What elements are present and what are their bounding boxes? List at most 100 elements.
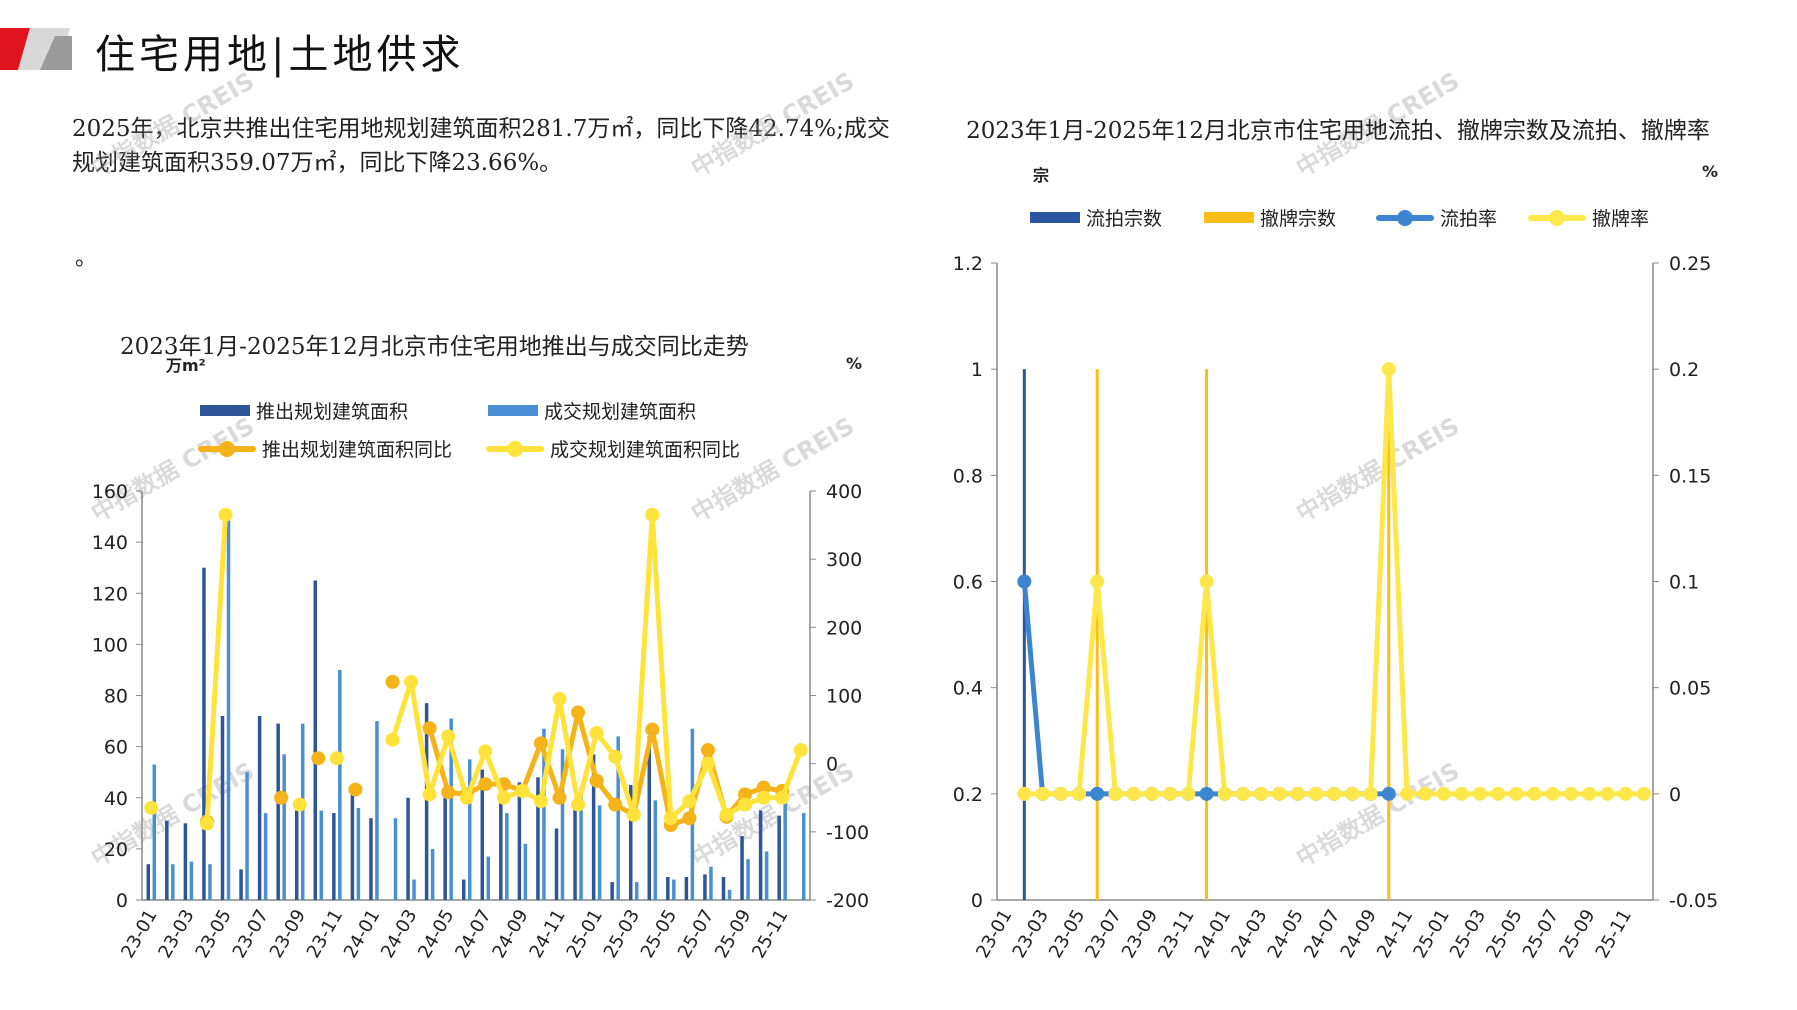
x-tick-label: 25-05 [1482,906,1526,962]
line-point [1327,786,1342,801]
bar-2 [764,851,769,900]
x-tick-label: 23-03 [154,906,198,962]
bar-1 [628,784,633,900]
bar-1 [202,567,206,900]
y-tick-label: 1.2 [953,253,983,275]
bar-1 [165,820,169,900]
x-tick-label: 24-05 [1264,906,1308,962]
bar-1 [239,869,243,900]
line-point [292,797,307,812]
line-point [738,787,753,802]
y2-tick-label: 200 [826,617,862,639]
line-series-2 [204,514,228,824]
bar-2 [542,728,546,900]
bar-2 [300,723,305,900]
legend-swatch [1376,209,1434,226]
legend-item: 撤牌率 [1528,204,1649,231]
x-tick-label: 24-01 [340,906,384,962]
bar-2 [579,787,583,900]
line-point [348,782,363,797]
bar-2 [709,866,713,900]
x-tick-label: 23-09 [266,906,310,962]
line-point [199,816,214,831]
line-point [1436,786,1451,801]
chart1-title: 2023年1月-2025年12月北京市住宅用地推出与成交同比走势 [120,334,749,360]
line-point [1199,574,1214,589]
y-tick-label: 0.2 [953,784,983,806]
bar-2 [449,718,453,900]
chart2-title: 2023年1月-2025年12月北京市住宅用地流拍、撤牌宗数及流拍、撤牌率 [966,118,1710,144]
line-point [274,790,289,805]
bar-1 [499,792,503,900]
bar-2 [523,843,528,900]
bar-2 [1387,369,1391,900]
bar-1 [369,818,373,900]
bar-1 [703,874,707,900]
line-point [404,674,419,689]
bar-1 [220,715,225,900]
bar-1 [406,797,410,900]
line-point [422,721,437,736]
line-point [645,507,660,522]
x-tick-label: 23-01 [972,906,1016,962]
line-point [608,749,623,764]
line-point [775,790,790,805]
line-point [1163,786,1178,801]
bar-1 [591,754,596,900]
line-point [515,783,530,798]
bar-2 [783,792,787,900]
x-tick-label: 24-05 [414,906,458,962]
x-tick-label: 23-11 [1154,906,1198,962]
line-point [663,811,678,826]
chart2-y-unit: 宗 [1033,166,1050,185]
bar-2 [338,669,342,900]
bar-2 [356,807,361,900]
x-tick-label: 23-05 [191,906,235,962]
y-tick-label: 40 [104,788,128,810]
legend-label: 流拍宗数 [1086,208,1163,230]
y2-tick-label: 100 [826,686,862,708]
x-tick-label: 25-01 [1409,906,1453,962]
line-point [1181,786,1196,801]
line-point [626,807,641,822]
line-series-2 [1024,366,1644,797]
bar-1 [276,723,280,900]
line-point [589,725,604,740]
bar-2 [486,856,491,900]
bar-2 [375,721,379,900]
line-point [1272,786,1287,801]
bar-2 [467,759,472,900]
y2-tick-label: 400 [826,481,862,503]
line-point [719,807,734,822]
line-point [589,773,604,788]
line-point [1400,786,1414,801]
chart1-y-unit: 万m² [166,356,206,375]
summary-note: 。 [75,246,98,271]
bar-1 [294,810,299,900]
bar-1 [146,864,151,900]
bar-1 [350,784,355,900]
line-point [1199,786,1214,801]
y-tick-label: 140 [92,532,128,554]
y-tick-label: 0 [116,890,128,912]
x-tick-label: 24-09 [1337,906,1381,962]
chart2-plot: 0 0.2 0.4 0.6 0.8 1 1.2 -0.05 0 0.05 0.1 0.15 0.2 0.2… [953,253,1718,962]
bar-2 [282,754,286,900]
line-point [571,705,586,720]
line-point [1472,786,1487,801]
x-tick-label: 25-11 [748,906,792,962]
line-point [1418,786,1433,801]
bar-2 [505,813,509,900]
bar-2 [430,848,435,900]
legend-swatch [200,405,250,416]
y-tick-label: 160 [92,481,128,503]
legend-label: 推出规划建筑面积同比 [262,439,453,461]
line-point [1363,786,1378,801]
line-point [385,732,400,747]
y-tick-label: 1 [971,359,983,381]
line-point [1564,786,1578,801]
line-point [1090,786,1105,801]
y2-tick-label: 0.15 [1669,465,1711,487]
bar-1 [573,807,577,900]
line-point [1527,786,1542,801]
